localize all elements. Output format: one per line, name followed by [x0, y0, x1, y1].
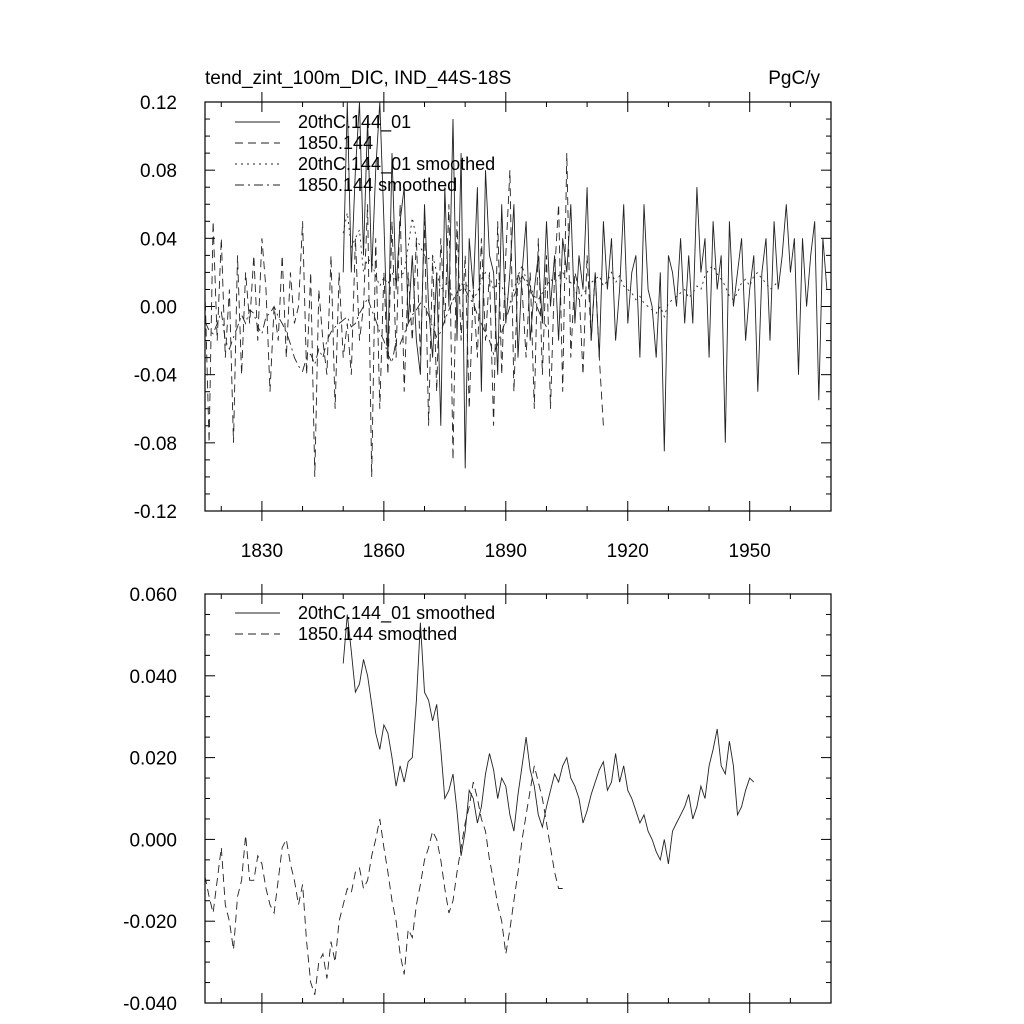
legend-label: 20thC.144_01 smoothed [298, 603, 495, 624]
y-tick-label: 0.04 [140, 229, 177, 250]
x-tick-label: 1860 [363, 541, 405, 562]
units-label: PgC/y [768, 68, 820, 89]
y-tick-label: -0.04 [134, 366, 178, 387]
series-line-0 [342, 614, 755, 864]
x-tick-label: 1890 [485, 541, 527, 562]
x-tick-label: 1950 [729, 541, 771, 562]
legend-label: 1850.144 smoothed [298, 624, 457, 644]
y-tick-label: -0.08 [134, 434, 177, 455]
y-tick-label: -0.040 [123, 994, 177, 1015]
y-tick-label: 0.000 [129, 830, 177, 851]
x-tick-label: 1830 [241, 541, 283, 562]
legend-label: 20thC.144_01 smoothed [298, 154, 495, 175]
plot-frame [204, 593, 832, 1004]
y-tick-label: 0.060 [129, 585, 177, 606]
y-tick-label: 0.040 [129, 667, 177, 688]
y-tick-label: 0.12 [140, 93, 177, 114]
legend-label: 20thC.144_01 [298, 112, 411, 133]
series-line-1 [205, 153, 604, 477]
y-tick-label: 0.020 [129, 749, 177, 770]
figure-title: tend_zint_100m_DIC, IND_44S-18S [205, 68, 511, 89]
x-tick-label: 1920 [607, 541, 649, 562]
legend-label: 1850.144 [298, 133, 373, 153]
y-tick-label: -0.020 [123, 912, 177, 933]
y-tick-label: 0.08 [140, 161, 177, 182]
series-line-3 [205, 274, 547, 373]
top-panel: -0.12 -0.08 -0.04 0.00 0.04 0.08 0.12 1830 1860 1… [134, 92, 832, 562]
series-line-1 [205, 765, 563, 995]
bottom-panel: -0.040 -0.020 0.000 0.020 0.040 0.060 20thC.14… [123, 584, 832, 1015]
legend-label: 1850.144 smoothed [298, 175, 457, 195]
y-tick-label: 0.00 [140, 298, 177, 319]
y-tick-label: -0.12 [134, 502, 177, 523]
